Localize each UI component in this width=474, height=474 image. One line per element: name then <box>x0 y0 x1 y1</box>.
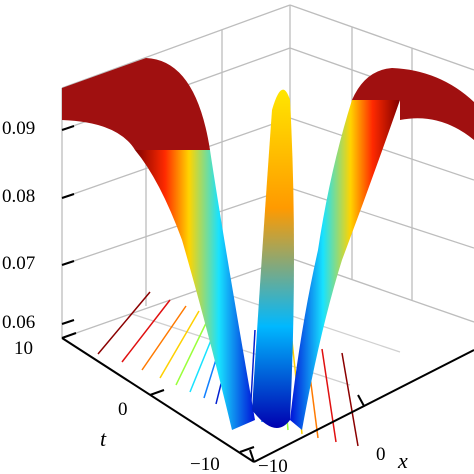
x-tick-label: −10 <box>258 456 288 474</box>
t-axis-title: t <box>100 426 107 451</box>
surface <box>62 58 474 430</box>
z-tick-label: 0.09 <box>2 118 35 139</box>
x-axis-ticks <box>249 394 365 463</box>
z-axis-ticks <box>61 125 75 325</box>
t-axis-ticks <box>61 332 255 453</box>
z-tick-label: 0.06 <box>2 312 35 333</box>
x-tick-label: 0 <box>376 444 386 465</box>
t-tick-label: 0 <box>118 399 128 420</box>
z-tick-label: 0.07 <box>2 253 35 274</box>
t-tick-label: −10 <box>190 454 220 474</box>
t-tick-label: 10 <box>14 338 33 359</box>
z-tick-label: 0.08 <box>2 186 35 207</box>
x-axis-title: x <box>397 448 408 473</box>
